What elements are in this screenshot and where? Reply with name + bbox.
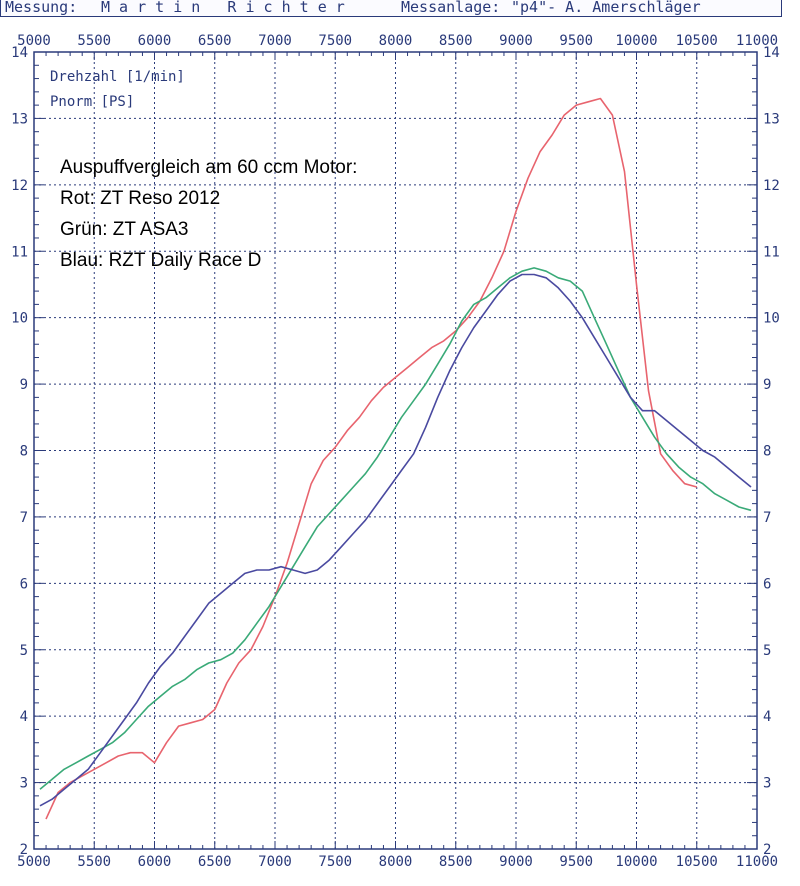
y-tick-label: 14 (763, 45, 780, 61)
y-tick-label: 9 (763, 377, 771, 393)
annotation-title: Auspuffvergleich am 60 ccm Motor: (60, 157, 357, 178)
y-tick-label: 13 (763, 111, 780, 127)
x-tick-label: 10500 (676, 33, 718, 49)
x-tick-label: 7500 (318, 33, 352, 49)
measurement-label: Messung: (5, 0, 78, 16)
series-line-red (45, 97, 698, 820)
y-tick-label: 6 (763, 576, 771, 592)
y-tick-labels-left: 2 3 4 5 6 7 8 9 10 11 12 13 14 (11, 45, 28, 858)
y-tick-label: 2 (763, 842, 771, 858)
y-tick-label: 14 (11, 45, 28, 61)
y-tick-label: 3 (763, 776, 771, 792)
y-tick-label: 10 (763, 311, 780, 327)
annotation-red: Rot: ZT Reso 2012 (60, 188, 220, 209)
y-tick-label: 12 (763, 178, 780, 194)
series-lines (39, 97, 752, 820)
x-tick-labels-bottom: 5000 5500 6000 6500 7000 7500 8000 8500 9000 9500… (17, 854, 778, 870)
minor-ticks (33, 51, 758, 850)
x-tick-label: 9000 (499, 854, 533, 870)
y-tick-label: 13 (11, 111, 28, 127)
y-tick-label: 3 (20, 776, 28, 792)
x-tick-label: 7500 (318, 854, 352, 870)
y-tick-label: 5 (763, 643, 771, 659)
x-axis-label: Drehzahl [1/min] (50, 69, 185, 85)
x-tick-labels-top: 5000 5500 6000 6500 7000 7500 8000 8500 9000 9500… (17, 33, 778, 49)
x-tick-label: 10000 (615, 854, 657, 870)
x-tick-label: 6000 (138, 33, 172, 49)
measurement-operator: M a r t i n R i c h t e r (101, 0, 345, 16)
y-tick-label: 5 (20, 643, 28, 659)
annotation-green: Grün: ZT ASA3 (60, 219, 188, 240)
x-tick-label: 8000 (379, 854, 413, 870)
y-tick-label: 12 (11, 178, 28, 194)
y-axis-label: Pnorm [PS] (50, 94, 134, 110)
x-tick-label: 8500 (439, 854, 473, 870)
y-tick-label: 4 (763, 709, 771, 725)
measurement-header: Messung: M a r t i n R i c h t e r Messa… (0, 0, 782, 17)
chart-grid (34, 52, 757, 849)
x-tick-label: 11000 (736, 33, 778, 49)
y-tick-label: 7 (20, 510, 28, 526)
y-tick-label: 9 (20, 377, 28, 393)
x-tick-label: 8500 (439, 33, 473, 49)
y-tick-label: 10 (11, 311, 28, 327)
y-tick-label: 7 (763, 510, 771, 526)
x-tick-label: 11000 (736, 854, 778, 870)
y-tick-label: 11 (11, 244, 28, 260)
x-tick-label: 5500 (77, 854, 111, 870)
y-tick-label: 6 (20, 576, 28, 592)
y-tick-label: 11 (763, 244, 780, 260)
x-tick-label: 5000 (17, 33, 51, 49)
y-tick-label: 4 (20, 709, 28, 725)
x-tick-label: 5500 (77, 33, 111, 49)
y-tick-label: 2 (20, 842, 28, 858)
x-tick-label: 9000 (499, 33, 533, 49)
x-tick-label: 6000 (138, 854, 172, 870)
x-tick-label: 7000 (258, 33, 292, 49)
test-rig-name: "p4"- A. Amerschläger (511, 0, 701, 16)
x-tick-label: 10500 (676, 854, 718, 870)
y-tick-label: 8 (763, 444, 771, 460)
y-tick-labels-right: 2 3 4 5 6 7 8 9 10 11 12 13 14 (763, 45, 780, 858)
annotation-blue: Blau: RZT Daily Race D (60, 250, 261, 271)
x-tick-label: 6500 (198, 854, 232, 870)
series-line-blue (39, 273, 752, 807)
x-tick-label: 10000 (615, 33, 657, 49)
x-tick-label: 8000 (379, 33, 413, 49)
x-tick-label: 9500 (559, 33, 593, 49)
x-tick-label: 5000 (17, 854, 51, 870)
y-tick-label: 8 (20, 444, 28, 460)
x-tick-label: 9500 (559, 854, 593, 870)
test-rig-label: Messanlage: (401, 0, 501, 16)
x-tick-label: 7000 (258, 854, 292, 870)
x-tick-label: 6500 (198, 33, 232, 49)
